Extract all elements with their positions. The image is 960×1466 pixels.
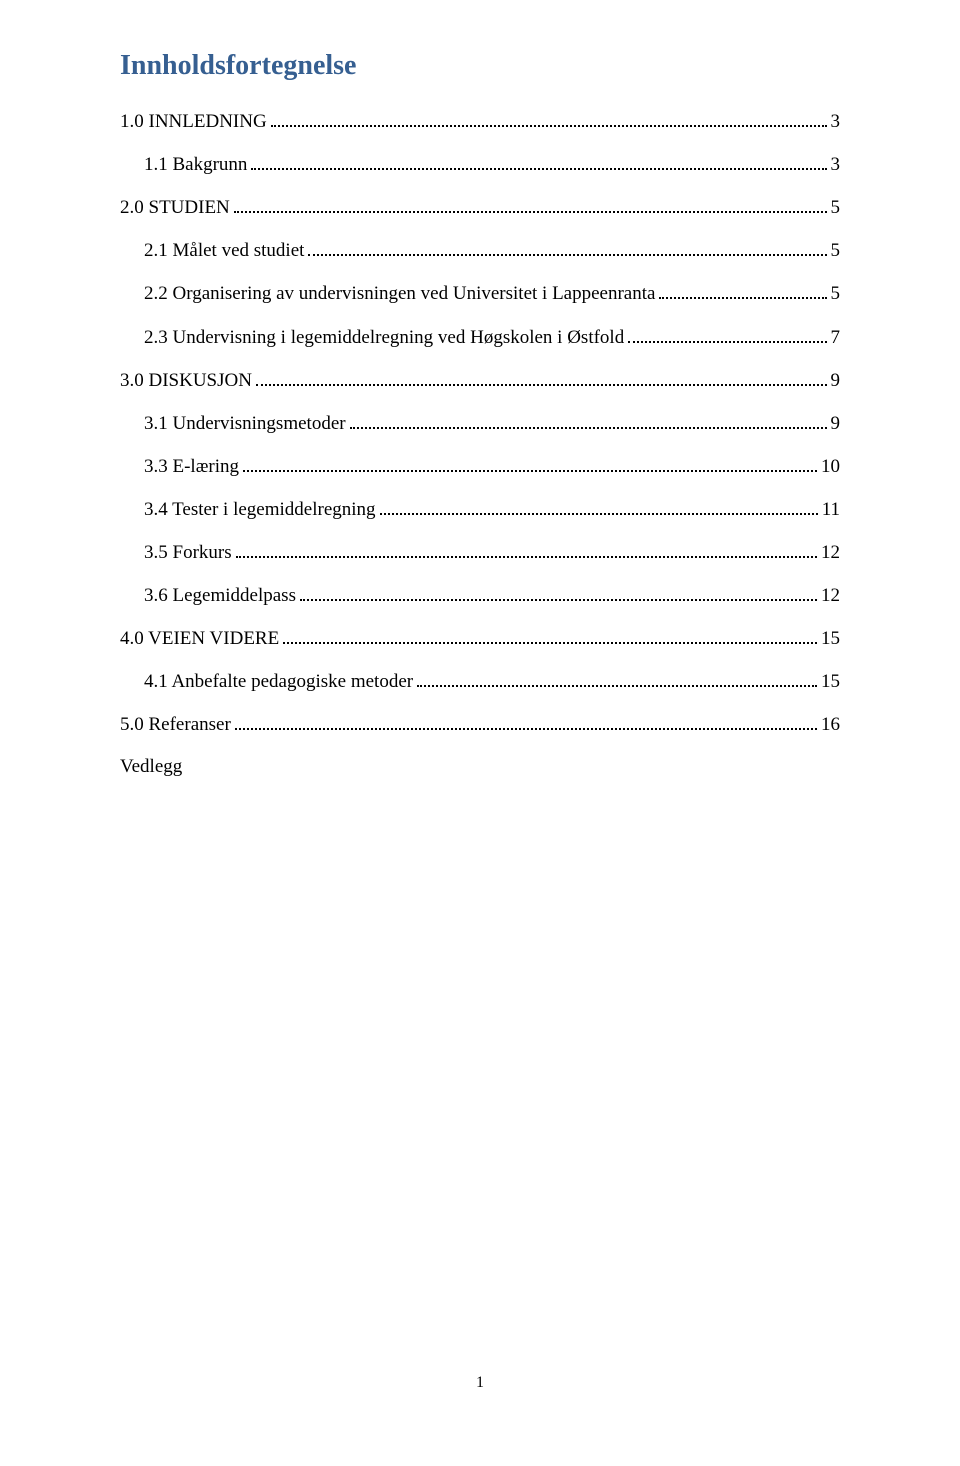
toc-entry-page: 12 [821,585,840,607]
toc-entry-page: 15 [821,671,840,693]
toc-leader-dots [251,153,826,170]
toc-entry: 3.5 Forkurs 12 [120,541,840,564]
toc-entry-label: 3.5 Forkurs [144,542,232,564]
toc-entry: 2.2 Organisering av undervisningen ved U… [120,282,840,305]
toc-entry: 1.1 Bakgrunn 3 [120,153,840,176]
toc-entry-page: 3 [831,154,841,176]
toc-leader-dots [628,325,826,342]
toc-leader-dots [308,239,826,256]
toc-entry-page: 11 [822,499,840,521]
toc-entry-page: 16 [821,714,840,736]
toc-leader-dots [659,282,826,299]
toc-entry: 3.3 E-læring 10 [120,455,840,478]
toc-entry: 3.1 Undervisningsmetoder 9 [120,412,840,435]
toc-entry: 3.4 Tester i legemiddelregning 11 [120,498,840,521]
toc-entry-label: 2.1 Målet ved studiet [144,240,304,262]
toc-leader-dots [417,670,817,687]
toc-leader-dots [236,541,817,558]
toc-entry-label: 3.0 DISKUSJON [120,370,252,392]
toc-entry-page: 3 [831,111,841,133]
toc-entry: 3.0 DISKUSJON 9 [120,369,840,392]
toc-entry-page: 5 [831,197,841,219]
toc-list: 1.0 INNLEDNING 3 1.1 Bakgrunn 3 2.0 STUDIEN 5… [120,110,840,736]
toc-entry-label: 2.0 STUDIEN [120,197,230,219]
toc-entry-label: 3.6 Legemiddelpass [144,585,296,607]
toc-leader-dots [300,584,817,601]
toc-entry-page: 12 [821,542,840,564]
toc-leader-dots [234,196,827,213]
toc-entry: 1.0 INNLEDNING 3 [120,110,840,133]
toc-entry-label: 1.1 Bakgrunn [144,154,247,176]
toc-entry-label: 3.3 E-læring [144,456,239,478]
toc-entry-label: 4.0 VEIEN VIDERE [120,628,279,650]
toc-title: Innholdsfortegnelse [120,50,840,82]
toc-entry: 2.0 STUDIEN 5 [120,196,840,219]
toc-entry: 2.3 Undervisning i legemiddelregning ved… [120,325,840,348]
toc-entry: 3.6 Legemiddelpass 12 [120,584,840,607]
toc-leader-dots [256,369,827,386]
toc-leader-dots [283,627,817,644]
toc-entry-label: 5.0 Referanser [120,714,231,736]
toc-entry-label: 3.1 Undervisningsmetoder [144,413,346,435]
toc-entry-page: 10 [821,456,840,478]
toc-entry-page: 7 [831,327,841,349]
toc-appendix-entry: Vedlegg [120,756,840,778]
toc-leader-dots [271,110,827,127]
toc-leader-dots [243,455,817,472]
toc-entry-label: 4.1 Anbefalte pedagogiske metoder [144,671,413,693]
toc-leader-dots [350,412,827,429]
toc-entry-page: 9 [831,413,841,435]
toc-entry-label: 2.2 Organisering av undervisningen ved U… [144,283,655,305]
toc-entry: 2.1 Målet ved studiet 5 [120,239,840,262]
toc-entry-label: 2.3 Undervisning i legemiddelregning ved… [144,327,624,349]
toc-entry-page: 5 [831,240,841,262]
toc-leader-dots [235,713,817,730]
toc-entry-label: 3.4 Tester i legemiddelregning [144,499,376,521]
toc-entry-page: 5 [831,283,841,305]
toc-entry: 5.0 Referanser 16 [120,713,840,736]
toc-entry-page: 15 [821,628,840,650]
toc-entry: 4.0 VEIEN VIDERE 15 [120,627,840,650]
toc-entry: 4.1 Anbefalte pedagogiske metoder 15 [120,670,840,693]
document-page: Innholdsfortegnelse 1.0 INNLEDNING31.1 B… [0,0,960,1466]
toc-entry-page: 9 [831,370,841,392]
page-number: 1 [0,1374,960,1392]
toc-entry-label: 1.0 INNLEDNING [120,111,267,133]
toc-leader-dots [380,498,818,515]
